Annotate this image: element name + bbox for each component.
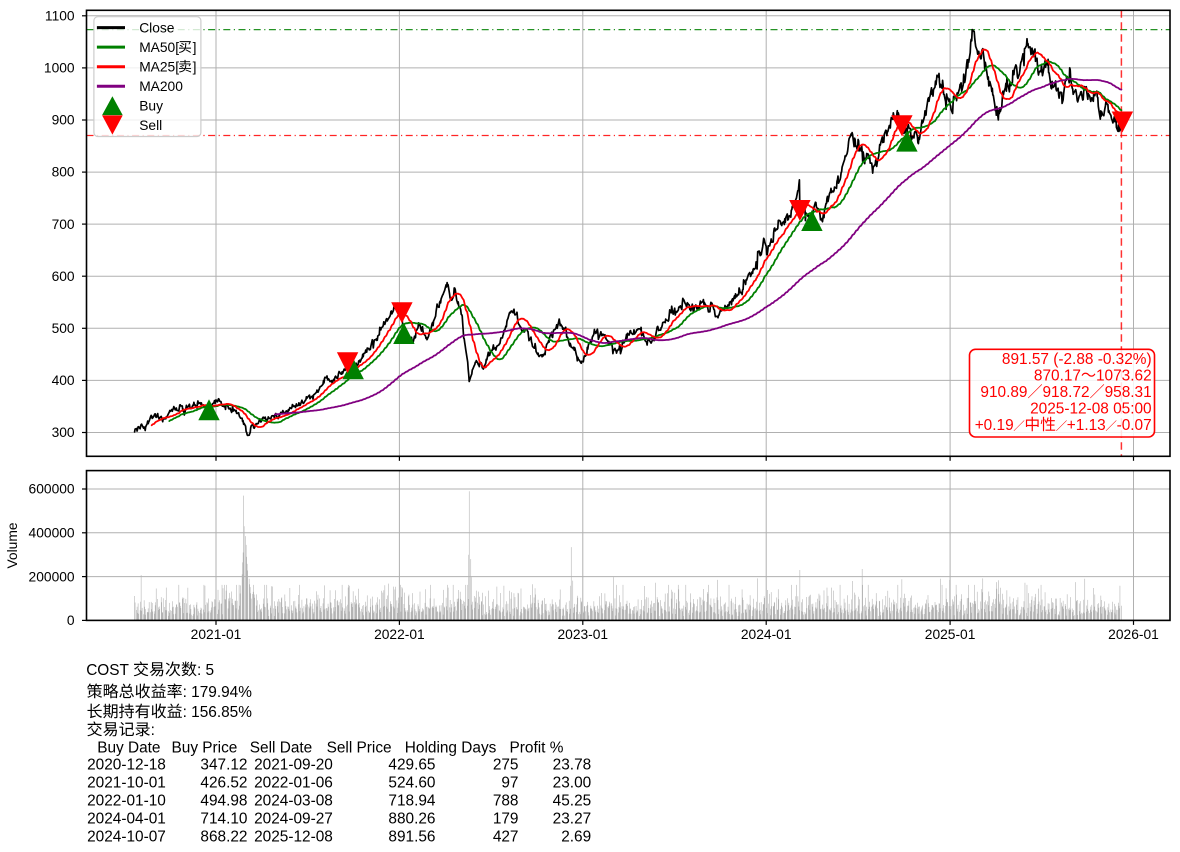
svg-text:1000: 1000 (44, 61, 75, 76)
svg-text:Holding Days: Holding Days (405, 739, 497, 756)
svg-text:23.00: 23.00 (553, 775, 592, 792)
svg-text:900: 900 (52, 113, 75, 128)
svg-text:880.26: 880.26 (388, 810, 435, 827)
svg-text:Sell Price: Sell Price (327, 739, 392, 756)
svg-text:2.69: 2.69 (561, 828, 591, 845)
svg-text:891.56: 891.56 (388, 828, 435, 845)
svg-text:Profit %: Profit % (510, 739, 564, 756)
svg-text:+0.19: +0.19 (975, 417, 1014, 434)
svg-text:891.57 (-2.88 -0.32%): 891.57 (-2.88 -0.32%) (1002, 351, 1152, 368)
svg-text:2025-12-08 05:00: 2025-12-08 05:00 (1030, 401, 1152, 418)
svg-text:918.72: 918.72 (1043, 384, 1090, 401)
svg-text:2024-01: 2024-01 (741, 627, 792, 642)
svg-text:Buy: Buy (139, 98, 163, 113)
svg-text:2020-12-18: 2020-12-18 (87, 757, 166, 774)
svg-text:23.78: 23.78 (553, 757, 592, 774)
svg-text:Volume: Volume (5, 522, 20, 568)
svg-text:524.60: 524.60 (388, 775, 435, 792)
svg-text:427: 427 (493, 828, 519, 845)
svg-text:870.17: 870.17 (1034, 368, 1081, 385)
svg-text:: 156.85%: : 156.85% (183, 704, 253, 721)
svg-text:400: 400 (52, 373, 75, 388)
svg-text:1100: 1100 (45, 9, 75, 24)
svg-text:2021-09-20: 2021-09-20 (254, 757, 333, 774)
svg-text:Sell: Sell (139, 118, 162, 133)
svg-text:Buy Price: Buy Price (172, 739, 238, 756)
svg-text:300: 300 (52, 425, 75, 440)
svg-text:45.25: 45.25 (553, 793, 592, 810)
svg-text:788: 788 (493, 793, 519, 810)
svg-text::: : (151, 722, 155, 739)
svg-text:2025-12-08: 2025-12-08 (254, 828, 333, 845)
svg-text:2022-01: 2022-01 (374, 627, 425, 642)
svg-text:97: 97 (501, 775, 518, 792)
svg-text:MA50[: MA50[ (139, 40, 179, 55)
svg-text:800: 800 (52, 165, 75, 180)
svg-text:958.31: 958.31 (1105, 384, 1152, 401)
svg-text:700: 700 (52, 217, 75, 232)
svg-text:347.12: 347.12 (200, 757, 247, 774)
svg-text:: 179.94%: : 179.94% (183, 684, 253, 701)
svg-text:-0.07: -0.07 (1117, 417, 1152, 434)
svg-text:2024-03-08: 2024-03-08 (254, 793, 333, 810)
svg-text:]: ] (193, 40, 197, 55)
svg-text:MA25[: MA25[ (139, 59, 179, 74)
svg-text:275: 275 (493, 757, 519, 774)
svg-text:500: 500 (52, 321, 75, 336)
svg-text:+1.13: +1.13 (1067, 417, 1106, 434)
svg-text:2026-01: 2026-01 (1108, 627, 1159, 642)
svg-text:2022-01-10: 2022-01-10 (87, 793, 166, 810)
svg-text:2023-01: 2023-01 (557, 627, 608, 642)
svg-text:MA200: MA200 (139, 79, 183, 94)
svg-text:2024-04-01: 2024-04-01 (87, 810, 166, 827)
svg-text:2021-10-01: 2021-10-01 (87, 775, 166, 792)
svg-text:COST: COST (86, 662, 129, 679)
svg-text:179: 179 (493, 810, 519, 827)
svg-text:2021-01: 2021-01 (191, 627, 242, 642)
svg-text:Sell Date: Sell Date (250, 739, 312, 756)
svg-text:910.89: 910.89 (980, 384, 1027, 401)
svg-text:2025-01: 2025-01 (925, 627, 976, 642)
svg-text:]: ] (193, 59, 197, 74)
svg-text:714.10: 714.10 (200, 810, 247, 827)
svg-text:Buy Date: Buy Date (97, 739, 160, 756)
svg-text:600: 600 (52, 269, 75, 284)
svg-text:2024-10-07: 2024-10-07 (87, 828, 166, 845)
svg-text:600000: 600000 (29, 482, 75, 497)
svg-text:Close: Close (139, 20, 175, 35)
svg-text:429.65: 429.65 (388, 757, 435, 774)
svg-text:868.22: 868.22 (200, 828, 247, 845)
svg-text:494.98: 494.98 (200, 793, 247, 810)
svg-text:23.27: 23.27 (553, 810, 592, 827)
svg-text:426.52: 426.52 (200, 775, 247, 792)
svg-text:2022-01-06: 2022-01-06 (254, 775, 333, 792)
svg-text:200000: 200000 (29, 569, 75, 584)
svg-text:: 5: : 5 (197, 662, 214, 679)
svg-text:718.94: 718.94 (388, 793, 436, 810)
svg-text:0: 0 (67, 613, 75, 628)
svg-text:1073.62: 1073.62 (1096, 368, 1152, 385)
svg-text:400000: 400000 (29, 526, 75, 541)
svg-text:2024-09-27: 2024-09-27 (254, 810, 333, 827)
